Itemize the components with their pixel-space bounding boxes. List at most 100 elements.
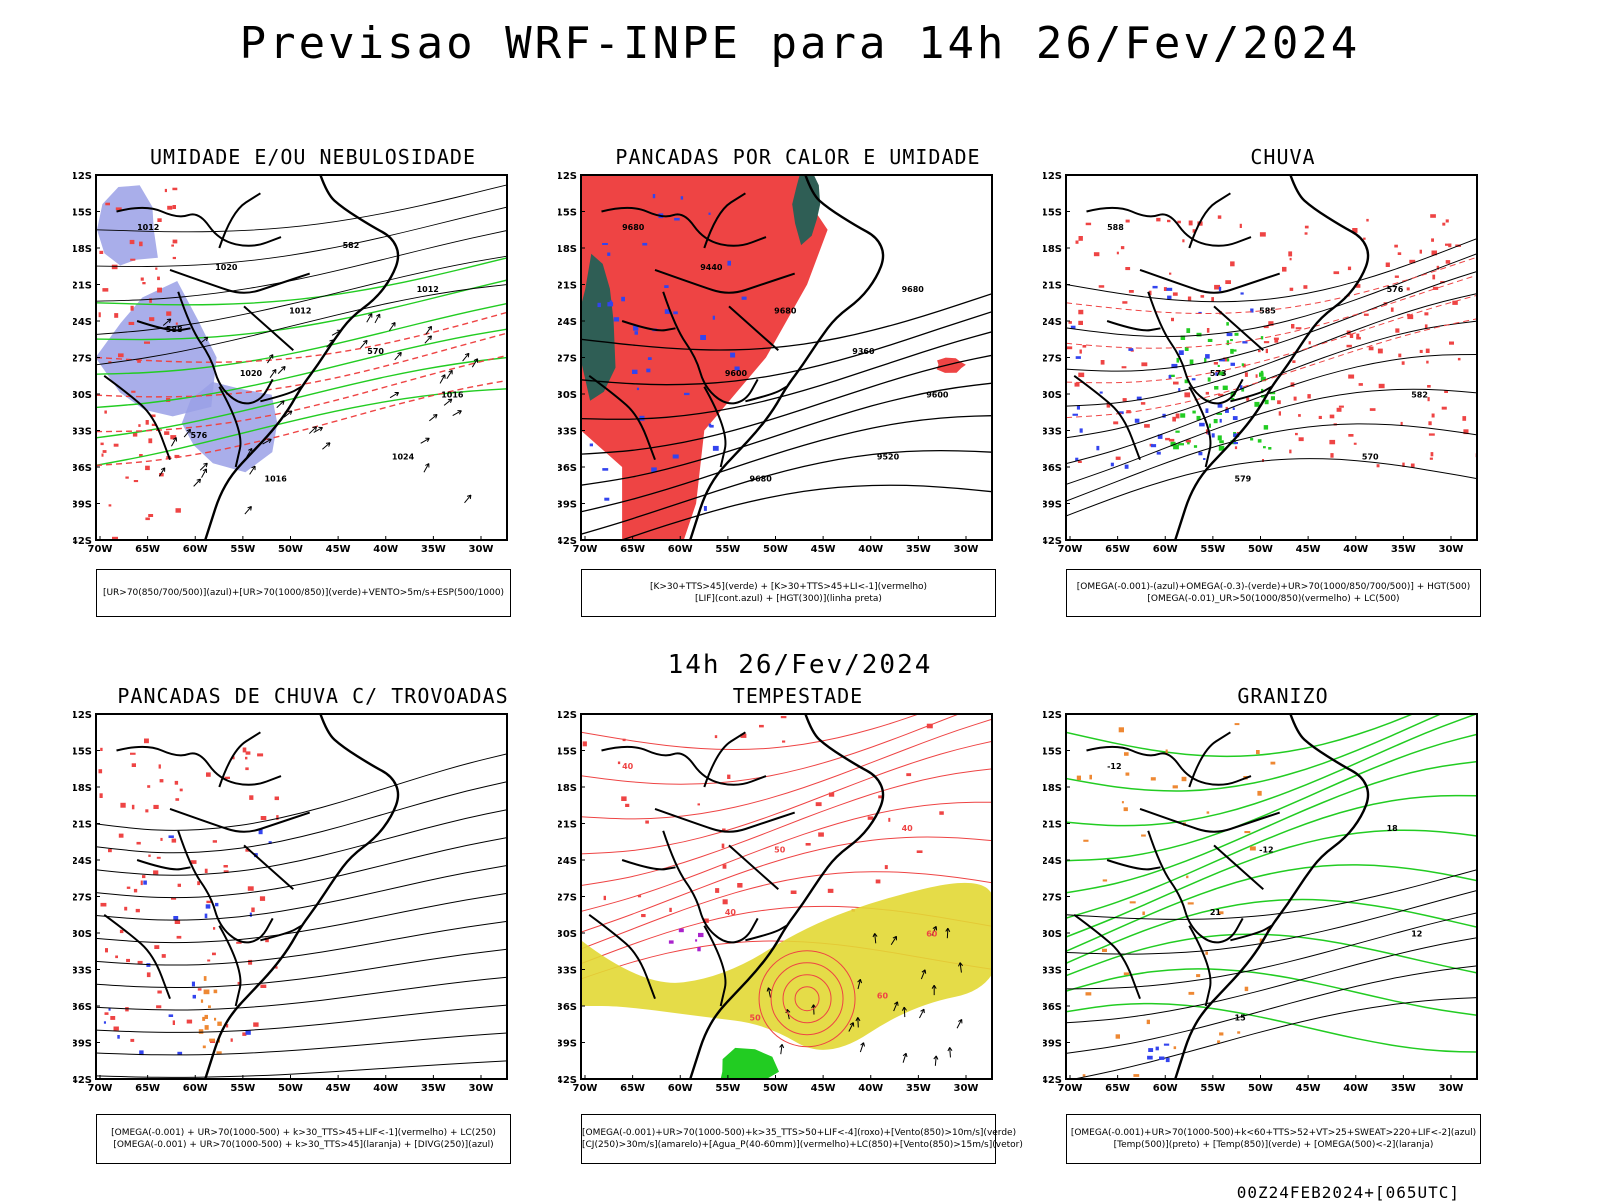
lat-tick-label: 27S bbox=[73, 893, 92, 904]
lon-tick-label: 60W bbox=[1153, 1083, 1178, 1094]
storm-speck-red bbox=[187, 1020, 192, 1024]
rain-speck-blue bbox=[1212, 433, 1215, 437]
lat-tick-label: 15S bbox=[73, 208, 92, 219]
rain-speck-red bbox=[1246, 398, 1249, 401]
rain-speck-red bbox=[1295, 433, 1298, 435]
hail-speck-orange bbox=[1147, 1020, 1150, 1024]
storm-speck-red bbox=[157, 857, 161, 859]
precip-water-speck-red bbox=[715, 888, 719, 893]
rain-speck-red bbox=[1307, 394, 1310, 398]
humidity-speck-red bbox=[131, 306, 134, 311]
hail-speck-orange bbox=[1244, 831, 1250, 833]
rain-speck-red bbox=[1402, 361, 1405, 365]
rain-speck-blue bbox=[1077, 406, 1080, 410]
rain-speck-red bbox=[1076, 241, 1079, 244]
lat-tick-label: 33S bbox=[1043, 966, 1062, 977]
lat-tick-label: 12S bbox=[1043, 171, 1062, 182]
humidity-speck-red bbox=[157, 288, 162, 293]
humidity-speck-red bbox=[125, 477, 128, 479]
lon-tick-label: 70W bbox=[573, 544, 598, 555]
lat-tick-label: 39S bbox=[558, 500, 577, 511]
lon-tick-label: 60W bbox=[668, 1083, 693, 1094]
panel-title: TEMPESTADE bbox=[558, 684, 1038, 708]
rain-speck-red bbox=[1080, 350, 1082, 354]
lat-tick-label: 36S bbox=[73, 463, 92, 474]
lon-tick-label: 35W bbox=[421, 1083, 446, 1094]
rain-speck-green bbox=[1242, 363, 1244, 366]
lat-tick-label: 21S bbox=[73, 820, 92, 831]
storm-speck-orange bbox=[217, 1022, 222, 1026]
hail-speck-orange bbox=[1271, 762, 1276, 765]
lat-tick-label: 36S bbox=[558, 1002, 577, 1013]
contour-label: -12 bbox=[1259, 846, 1273, 855]
precip-water-speck-red bbox=[906, 773, 911, 776]
hail-speck-orange bbox=[1102, 949, 1107, 952]
precip-water-speck-red bbox=[791, 891, 797, 895]
lat-tick-label: 21S bbox=[558, 820, 577, 831]
contour-label: 573 bbox=[1210, 369, 1227, 378]
lifted-index-speck-blue bbox=[742, 297, 747, 300]
rain-speck-green bbox=[1227, 358, 1229, 361]
lifted-index-speck-blue bbox=[713, 446, 719, 451]
precip-water-speck-red bbox=[876, 880, 881, 884]
lat-tick-label: 33S bbox=[1043, 427, 1062, 438]
rain-speck-red bbox=[1121, 246, 1124, 249]
rain-speck-green bbox=[1226, 322, 1229, 326]
storm-speck-red bbox=[253, 1022, 258, 1026]
lon-tick-label: 30W bbox=[954, 1083, 979, 1094]
contour-label: 9680 bbox=[750, 475, 773, 484]
rain-speck-blue bbox=[1153, 286, 1158, 289]
lon-tick-label: 30W bbox=[1439, 1083, 1464, 1094]
storm-speck-red bbox=[173, 1020, 175, 1025]
rain-speck-green bbox=[1178, 443, 1184, 445]
rain-speck-red bbox=[1188, 297, 1191, 301]
storm-speck-red bbox=[120, 930, 124, 933]
rain-speck-red bbox=[1426, 349, 1430, 353]
lifted-index-speck-blue bbox=[673, 311, 678, 314]
storm-speck-red bbox=[157, 991, 161, 994]
lon-tick-label: 55W bbox=[230, 1083, 255, 1094]
humidity-speck-red bbox=[109, 504, 112, 506]
rain-speck-blue bbox=[1227, 333, 1233, 336]
lon-tick-label: 45W bbox=[1296, 1083, 1321, 1094]
lon-tick-label: 40W bbox=[858, 544, 883, 555]
precip-water-speck-red bbox=[669, 908, 672, 912]
lon-tick-label: 65W bbox=[620, 544, 645, 555]
rain-speck-red bbox=[1123, 398, 1127, 401]
rain-speck-red bbox=[1401, 422, 1403, 425]
hail-speck-orange bbox=[1245, 987, 1249, 991]
rain-speck-blue bbox=[1125, 465, 1129, 469]
storm-speck-red bbox=[134, 889, 137, 893]
lon-tick-label: 50W bbox=[763, 1083, 788, 1094]
rain-speck-blue bbox=[1179, 350, 1184, 355]
panel-title: GRANIZO bbox=[1043, 684, 1523, 708]
rain-speck-red bbox=[1129, 290, 1134, 293]
rain-speck-green bbox=[1223, 386, 1228, 390]
legend-line: [K>30+TTS>45](verde) + [K>30+TTS>45+LI<-… bbox=[582, 581, 995, 593]
storm-speck-red bbox=[205, 869, 208, 873]
lat-tick-label: 18S bbox=[73, 244, 92, 255]
hail-speck-orange bbox=[1103, 879, 1107, 881]
lifted-index-speck-blue bbox=[648, 357, 652, 360]
rain-speck-green bbox=[1186, 328, 1190, 333]
humidity-speck-red bbox=[112, 265, 118, 270]
rain-speck-blue bbox=[1096, 446, 1099, 450]
storm-speck-red bbox=[147, 972, 151, 977]
lat-tick-label: 30S bbox=[73, 929, 92, 940]
lon-tick-label: 65W bbox=[135, 544, 160, 555]
map-layers: 1012101210161016101210201024102057057658… bbox=[96, 169, 508, 547]
rain-speck-red bbox=[1294, 397, 1297, 401]
lat-tick-label: 15S bbox=[1043, 747, 1062, 758]
rain-speck-red bbox=[1167, 220, 1170, 222]
rain-speck-red bbox=[1173, 292, 1178, 295]
rain-speck-red bbox=[1290, 288, 1294, 291]
rain-speck-blue bbox=[1128, 348, 1133, 351]
rain-speck-red bbox=[1420, 350, 1423, 353]
rain-speck-red bbox=[1075, 383, 1080, 387]
humidity-speck-red bbox=[141, 278, 144, 281]
rain-speck-red bbox=[1424, 312, 1428, 315]
rain-speck-red bbox=[1230, 261, 1235, 266]
lat-tick-label: 15S bbox=[73, 747, 92, 758]
lat-tick-label: 27S bbox=[558, 893, 577, 904]
